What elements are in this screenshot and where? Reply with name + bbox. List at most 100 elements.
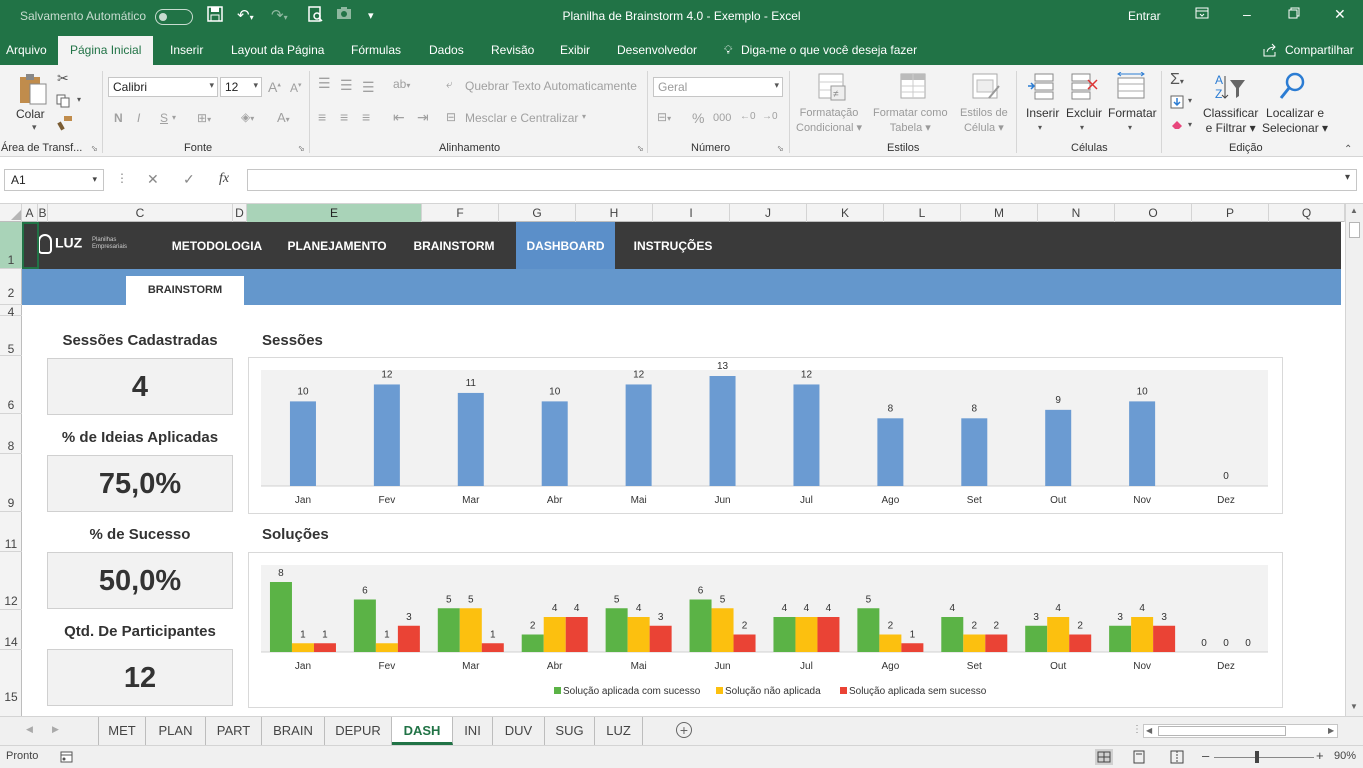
cancel-icon[interactable]: ✕ [147,171,159,187]
conditional-format-icon[interactable]: ≠ [817,72,847,105]
scroll-down-icon[interactable]: ▼ [1350,702,1358,711]
tab-formulas[interactable]: Fórmulas [351,43,402,57]
row-header[interactable]: 9 [0,454,22,512]
row-header[interactable]: 2 [0,269,22,305]
conditional-format-button[interactable]: Formatação Condicional ▾ [796,107,863,134]
tab-inserir[interactable]: Inserir [170,43,204,57]
zoom-out-icon[interactable]: – [1202,748,1210,763]
ribbon-display-icon[interactable] [1195,6,1209,22]
vertical-scrollbar[interactable]: ▲ ▼ [1345,204,1363,716]
fill-dropdown-icon[interactable]: ▾ [1188,96,1193,105]
tab-revisao[interactable]: Revisão [491,43,535,57]
merge-center-button[interactable]: Mesclar e Centralizar [465,111,579,125]
increase-indent-icon[interactable]: ⇥ [417,109,429,125]
fill-icon[interactable] [1170,95,1184,112]
find-select-button[interactable]: Localizar e Selecionar ▾ [1262,106,1329,135]
column-header[interactable]: F [422,204,499,222]
tab-scroll-left-icon[interactable]: ◀ [26,724,33,734]
share-button[interactable]: Compartilhar [1285,43,1354,57]
font-launcher-icon[interactable]: ⬂ [298,144,305,153]
format-as-table-button[interactable]: Formatar como Tabela ▾ [873,107,948,134]
sheet-tab[interactable]: DUV [493,717,545,745]
bold-button[interactable]: N [114,111,123,125]
zoom-in-icon[interactable]: + [1316,748,1324,763]
sheet-tab[interactable]: BRAIN [262,717,325,745]
orientation-icon[interactable]: ab▾ [393,77,411,91]
decrease-indent-icon[interactable]: ⇤ [393,109,405,125]
format-cells-button[interactable]: Formatar [1108,106,1157,120]
column-header[interactable]: O [1115,204,1192,222]
delete-cells-icon[interactable] [1070,72,1098,103]
tab-dados[interactable]: Dados [429,43,464,57]
paste-dropdown-icon[interactable]: ▾ [32,122,37,132]
nav-instrucoes[interactable]: INSTRUÇÕES [633,239,713,253]
save-icon[interactable] [207,6,223,26]
scroll-right-icon[interactable]: ▶ [1328,726,1335,735]
row-header[interactable]: 5 [0,316,22,356]
solutions-chart[interactable]: 8 1 1 Jan 6 1 3 Fev 5 5 1 Mar 2 4 4 Abr 5 4 3 Mai 6 5 2 Jun 4 4 4 J… [248,552,1283,708]
tab-arquivo[interactable]: Arquivo [6,43,47,57]
align-bottom-icon[interactable]: ☰ [362,79,375,95]
close-icon[interactable]: ✕ [1334,6,1346,22]
merge-dropdown-icon[interactable]: ▾ [582,112,587,121]
cell-styles-button[interactable]: Estilos de Célula ▾ [960,107,1008,134]
restore-icon[interactable] [1288,6,1300,22]
column-header[interactable]: I [653,204,730,222]
brainstorm-subtab[interactable]: BRAINSTORM [126,276,244,305]
sheet-tab[interactable]: INI [453,717,493,745]
align-middle-icon[interactable]: ☰ [340,77,353,93]
column-header[interactable]: E [247,204,422,222]
fill-color-icon[interactable]: ◈▾ [241,110,255,124]
share-icon[interactable] [1263,43,1277,60]
row-header[interactable]: 14 [0,610,22,650]
insert-function-button[interactable]: fx [219,171,230,186]
sheet-tab-active[interactable]: DASH [392,717,453,745]
scroll-left-icon[interactable]: ◀ [1146,726,1153,735]
find-select-icon[interactable] [1278,71,1306,104]
column-header[interactable]: A [22,204,38,222]
enter-icon[interactable]: ✓ [183,171,195,187]
insert-dropdown-icon[interactable]: ▾ [1038,123,1043,132]
sheet-tab[interactable]: DEPUR [325,717,392,745]
splitter-icon[interactable]: ⋮ [1132,724,1142,735]
format-painter-icon[interactable] [57,115,73,134]
formula-input[interactable] [247,169,1357,191]
italic-button[interactable]: I [137,111,141,125]
tab-exibir[interactable]: Exibir [560,43,591,57]
cell-styles-icon[interactable] [971,72,1001,105]
row-header[interactable]: 15 [4,690,18,704]
column-header[interactable]: D [233,204,247,222]
horizontal-scrollbar[interactable]: ◀ ▶ [1143,724,1338,738]
page-layout-view-icon[interactable] [1132,750,1146,767]
row-header[interactable]: 4 [0,305,22,319]
name-box[interactable]: A1 ▾ [4,169,104,191]
column-header[interactable]: N [1038,204,1115,222]
macro-record-icon[interactable] [60,750,73,766]
tell-me-search[interactable]: Diga-me o que você deseja fazer [741,43,918,57]
increase-decimal-icon[interactable]: ←0 [740,111,756,122]
cut-icon[interactable]: ✂ [57,70,69,86]
column-header[interactable]: M [961,204,1038,222]
sort-filter-button[interactable]: Classificar e Filtrar ▾ [1203,106,1259,135]
underline-button[interactable]: S [160,111,169,125]
nav-brainstorm[interactable]: BRAINSTORM [413,239,495,253]
decrease-decimal-icon[interactable]: →0 [762,111,778,122]
number-format-select[interactable]: Geral ▾ [653,77,783,97]
font-color-icon[interactable]: A▾ [277,110,290,125]
grow-font-icon[interactable]: A▴ [268,79,281,95]
column-header[interactable]: Q [1269,204,1345,222]
nav-metodologia[interactable]: METODOLOGIA [171,239,263,253]
percent-button[interactable]: % [692,110,705,126]
column-header[interactable]: J [730,204,807,222]
wrap-text-icon[interactable]: ⤶ [446,77,453,91]
hscroll-thumb[interactable] [1158,726,1286,736]
row-header[interactable]: 11 [0,512,22,552]
tab-layout-pagina[interactable]: Layout da Página [231,43,325,57]
minimize-icon[interactable]: – [1243,6,1251,22]
currency-icon[interactable]: ⊟▾ [657,110,672,124]
clipboard-launcher-icon[interactable]: ⬂ [91,144,98,153]
clear-icon[interactable] [1171,118,1185,132]
column-header[interactable]: C [48,204,233,222]
font-family-select[interactable]: Calibri ▾ [108,77,218,97]
